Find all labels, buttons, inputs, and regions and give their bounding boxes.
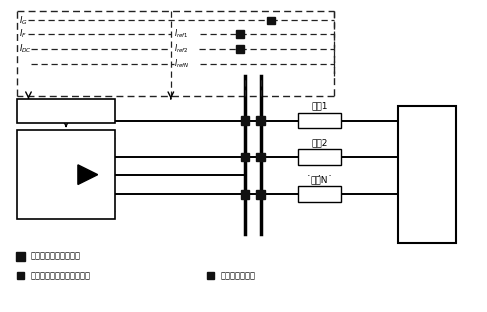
Bar (298, 113, 341, 129)
Bar (256, 153, 265, 161)
Bar (267, 17, 275, 24)
Bar (241, 116, 249, 125)
Bar (256, 116, 265, 125)
Text: $I_{DC}$: $I_{DC}$ (19, 43, 32, 55)
Text: 所在线路的交流断路器: 所在线路的交流断路器 (31, 252, 80, 261)
Bar (17, 130, 115, 219)
Text: ·  ·  ·: · · · (307, 171, 332, 181)
Bar (298, 149, 341, 165)
Polygon shape (78, 165, 98, 184)
Bar (241, 153, 249, 161)
Text: 直流电网: 直流电网 (422, 162, 432, 187)
Text: $I_{ref1}$: $I_{ref1}$ (174, 28, 188, 41)
Bar (298, 187, 341, 202)
Text: $I_{refN}$: $I_{refN}$ (174, 57, 189, 70)
Bar (207, 272, 214, 279)
Text: $I_G$: $I_G$ (19, 14, 27, 27)
Bar (17, 272, 24, 279)
Text: 所在线路进电器: 所在线路进电器 (220, 271, 255, 280)
Bar (17, 99, 115, 123)
Text: 线路1: 线路1 (311, 102, 328, 111)
Text: 线路2: 线路2 (311, 138, 328, 147)
Bar (236, 45, 244, 53)
Text: $I_F$: $I_F$ (19, 28, 26, 41)
Text: 线路N: 线路N (311, 175, 328, 184)
Bar (16, 252, 25, 261)
Text: 所在线路的电压电流传感器: 所在线路的电压电流传感器 (31, 271, 91, 280)
Bar (236, 30, 244, 38)
Bar (241, 190, 249, 199)
Text: $I_{ref2}$: $I_{ref2}$ (174, 43, 188, 55)
Text: 时序控制器: 时序控制器 (51, 106, 81, 116)
Bar (398, 106, 455, 243)
Bar (256, 190, 265, 199)
